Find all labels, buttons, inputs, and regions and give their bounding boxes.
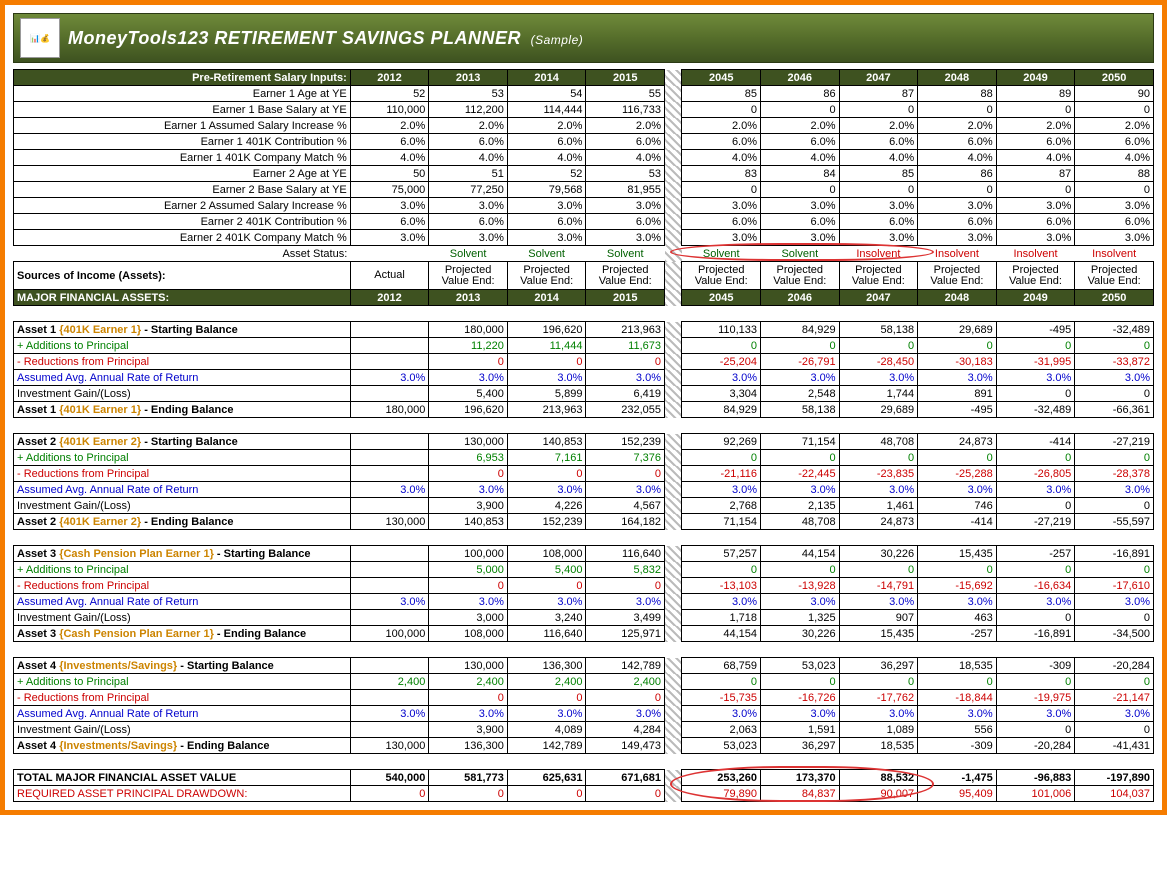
- input-row: Earner 2 Age at YE50515253838485868788: [14, 166, 1154, 182]
- asset-row: - Reductions from Principal000-13,103-13…: [14, 578, 1154, 594]
- title-sample: (Sample): [531, 33, 584, 47]
- sources-header: Sources of Income (Assets):ActualProject…: [14, 262, 1154, 290]
- input-row: Earner 2 401K Company Match %3.0%3.0%3.0…: [14, 230, 1154, 246]
- asset-row: Investment Gain/(Loss)3,9004,2264,5672,7…: [14, 498, 1154, 514]
- asset-row: Assumed Avg. Annual Rate of Return3.0%3.…: [14, 706, 1154, 722]
- app-frame: 📊💰 MoneyTools123 RETIREMENT SAVINGS PLAN…: [0, 0, 1167, 815]
- asset-row: Investment Gain/(Loss)5,4005,8996,4193,3…: [14, 386, 1154, 402]
- asset-row: Assumed Avg. Annual Rate of Return3.0%3.…: [14, 482, 1154, 498]
- asset-row: Investment Gain/(Loss)3,9004,0894,2842,0…: [14, 722, 1154, 738]
- asset-row: Investment Gain/(Loss)3,0003,2403,4991,7…: [14, 610, 1154, 626]
- input-row: Earner 1 Assumed Salary Increase %2.0%2.…: [14, 118, 1154, 134]
- asset-row: Asset 1 {401K Earner 1} - Starting Balan…: [14, 322, 1154, 338]
- title-bar: 📊💰 MoneyTools123 RETIREMENT SAVINGS PLAN…: [13, 13, 1154, 63]
- asset-row: + Additions to Principal6,9537,1617,3760…: [14, 450, 1154, 466]
- input-row: Earner 1 401K Company Match %4.0%4.0%4.0…: [14, 150, 1154, 166]
- asset-row: Asset 2 {401K Earner 2} - Ending Balance…: [14, 514, 1154, 530]
- asset-row: - Reductions from Principal000-15,735-16…: [14, 690, 1154, 706]
- drawdown-row: REQUIRED ASSET PRINCIPAL DRAWDOWN:000079…: [14, 786, 1154, 802]
- asset-row: Assumed Avg. Annual Rate of Return3.0%3.…: [14, 370, 1154, 386]
- asset-row: Asset 2 {401K Earner 2} - Starting Balan…: [14, 434, 1154, 450]
- input-row: Earner 2 Base Salary at YE75,00077,25079…: [14, 182, 1154, 198]
- title-text: MoneyTools123 RETIREMENT SAVINGS PLANNER: [68, 28, 521, 48]
- input-row: Earner 2 Assumed Salary Increase %3.0%3.…: [14, 198, 1154, 214]
- asset-row: + Additions to Principal11,22011,44411,6…: [14, 338, 1154, 354]
- app-logo-icon: 📊💰: [20, 18, 60, 58]
- input-row: Earner 1 Base Salary at YE110,000112,200…: [14, 102, 1154, 118]
- asset-row: - Reductions from Principal000-21,116-22…: [14, 466, 1154, 482]
- asset-row: Asset 3 {Cash Pension Plan Earner 1} - E…: [14, 626, 1154, 642]
- asset-row: Asset 1 {401K Earner 1} - Ending Balance…: [14, 402, 1154, 418]
- total-row: TOTAL MAJOR FINANCIAL ASSET VALUE540,000…: [14, 770, 1154, 786]
- asset-row: Asset 4 {Investments/Savings} - Starting…: [14, 658, 1154, 674]
- spreadsheet: Pre-Retirement Salary Inputs:20122013201…: [13, 69, 1154, 802]
- status-row: Asset Status:SolventSolventSolventSolven…: [14, 246, 1154, 262]
- input-row: Earner 1 401K Contribution %6.0%6.0%6.0%…: [14, 134, 1154, 150]
- app-title: MoneyTools123 RETIREMENT SAVINGS PLANNER…: [68, 28, 583, 49]
- asset-row: Asset 3 {Cash Pension Plan Earner 1} - S…: [14, 546, 1154, 562]
- asset-row: - Reductions from Principal000-25,204-26…: [14, 354, 1154, 370]
- asset-row: + Additions to Principal2,4002,4002,4002…: [14, 674, 1154, 690]
- input-row: Earner 1 Age at YE52535455858687888990: [14, 86, 1154, 102]
- asset-row: + Additions to Principal5,0005,4005,8320…: [14, 562, 1154, 578]
- sheet-wrap: Pre-Retirement Salary Inputs:20122013201…: [13, 69, 1154, 802]
- asset-row: Assumed Avg. Annual Rate of Return3.0%3.…: [14, 594, 1154, 610]
- asset-row: Asset 4 {Investments/Savings} - Ending B…: [14, 738, 1154, 754]
- input-row: Earner 2 401K Contribution %6.0%6.0%6.0%…: [14, 214, 1154, 230]
